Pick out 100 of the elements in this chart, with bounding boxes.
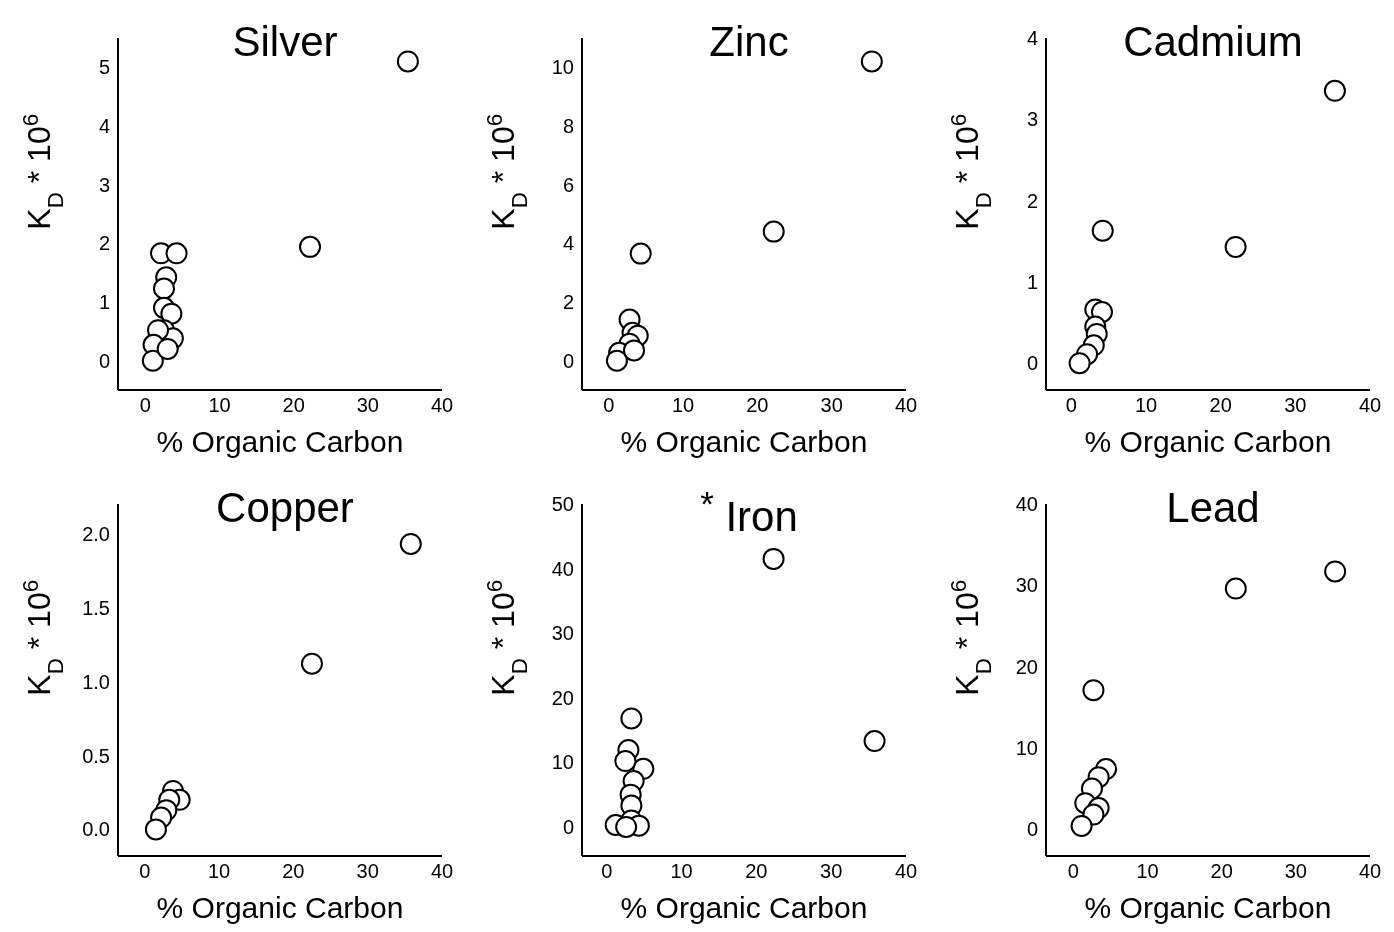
point [629, 242, 652, 265]
y-tick-label: 2 [98, 232, 110, 255]
point [1224, 577, 1247, 600]
x-tick-label: 10 [671, 394, 695, 417]
chart-title: Silver [231, 18, 339, 66]
y-tick-label: 50 [551, 493, 574, 516]
point [1082, 679, 1105, 702]
point [152, 277, 175, 300]
y-tick-label: 1 [1026, 270, 1038, 293]
x-tick-label: 40 [894, 394, 918, 417]
y-tick-label: 1 [98, 291, 110, 314]
x-tick-label: 10 [1134, 394, 1158, 417]
point [860, 50, 883, 73]
y-tick-label: 0.0 [82, 818, 110, 841]
x-tick-label: 0 [139, 394, 151, 417]
x-tick-label: 30 [1284, 394, 1307, 417]
point [623, 339, 646, 362]
point [762, 220, 785, 243]
point [144, 818, 167, 841]
point [615, 815, 638, 838]
point [160, 302, 183, 325]
y-tick-label: 0 [1026, 818, 1038, 841]
y-tick-label: 0 [98, 349, 110, 372]
y-tick-label: 10 [551, 751, 574, 774]
x-tick-label: 40 [894, 860, 918, 883]
x-tick-label: 10 [1136, 860, 1159, 883]
x-axis-title: % Organic Carbon [156, 891, 404, 924]
point [1068, 352, 1091, 375]
x-tick-label: 20 [1210, 860, 1233, 883]
x-tick-label: 0 [601, 860, 613, 883]
chart-title: Lead [1165, 484, 1261, 532]
x-tick-label: 30 [820, 860, 843, 883]
x-tick-label: 0 [139, 860, 151, 883]
chart-title: Cadmium [1122, 18, 1304, 66]
y-tick-label: 20 [1015, 655, 1038, 678]
x-tick-label: 40 [430, 860, 454, 883]
point [620, 707, 643, 730]
y-tick-label: 40 [551, 557, 574, 580]
point [300, 652, 323, 675]
x-tick-label: 0 [603, 394, 615, 417]
x-tick-label: 20 [1209, 394, 1232, 417]
y-tick-label: 2 [562, 291, 574, 314]
chart-title: Zinc [708, 18, 790, 66]
y-tick-label: 1.5 [82, 596, 110, 619]
x-tick-label: 30 [356, 860, 379, 883]
x-tick-label: 20 [282, 394, 305, 417]
x-tick-label: 20 [745, 860, 768, 883]
y-tick-label: 0 [1026, 352, 1038, 375]
point [863, 730, 886, 753]
y-tick-label: 5 [98, 56, 110, 79]
x-tick-label: 40 [430, 394, 454, 417]
y-tick-label: 3 [98, 173, 110, 196]
point [1070, 814, 1093, 837]
y-tick-label: 2.0 [82, 522, 110, 545]
x-tick-label: 30 [820, 394, 843, 417]
y-tick-label: 0.5 [82, 744, 110, 767]
y-tick-label: 20 [551, 686, 574, 709]
x-tick-label: 30 [356, 394, 379, 417]
point [1091, 219, 1114, 242]
x-tick-label: 20 [282, 860, 305, 883]
point [762, 547, 785, 570]
point [396, 50, 419, 73]
chart-title: Copper [215, 484, 355, 532]
y-tick-label: 10 [1015, 736, 1038, 759]
x-axis-title: % Organic Carbon [1084, 425, 1332, 458]
point [156, 337, 179, 360]
point [165, 242, 188, 265]
y-tick-label: 4 [562, 232, 574, 255]
x-tick-label: 40 [1358, 860, 1382, 883]
y-tick-label: 0 [562, 349, 574, 372]
y-tick-label: 30 [1015, 574, 1038, 597]
x-tick-label: 10 [670, 860, 693, 883]
point [141, 349, 164, 372]
y-tick-label: 0 [562, 816, 574, 839]
x-axis-title: % Organic Carbon [620, 425, 868, 458]
y-tick-label: 8 [562, 115, 574, 138]
point [299, 235, 322, 258]
y-tick-label: 30 [551, 622, 574, 645]
x-tick-label: 20 [746, 394, 769, 417]
x-tick-label: 10 [207, 860, 231, 883]
chart-title: $^{*}$ Iron [699, 484, 799, 541]
x-axis-title: % Organic Carbon [1084, 891, 1332, 924]
x-tick-label: 0 [1067, 860, 1079, 883]
x-tick-label: 0 [1065, 394, 1077, 417]
point [605, 349, 628, 372]
y-tick-label: 6 [562, 173, 574, 196]
y-tick-label: 10 [551, 56, 574, 79]
y-tick-label: 1.0 [82, 670, 110, 693]
point [399, 532, 422, 555]
point [614, 750, 637, 773]
point [1324, 560, 1347, 583]
point [1323, 79, 1346, 102]
x-axis-title: % Organic Carbon [156, 425, 404, 458]
x-tick-label: 40 [1358, 394, 1382, 417]
y-tick-label: 2 [1026, 189, 1038, 212]
x-axis-title: % Organic Carbon [620, 891, 868, 924]
x-tick-label: 30 [1284, 860, 1307, 883]
y-tick-label: 3 [1026, 108, 1038, 131]
y-tick-label: 4 [98, 115, 110, 138]
y-tick-label: 4 [1026, 27, 1038, 50]
